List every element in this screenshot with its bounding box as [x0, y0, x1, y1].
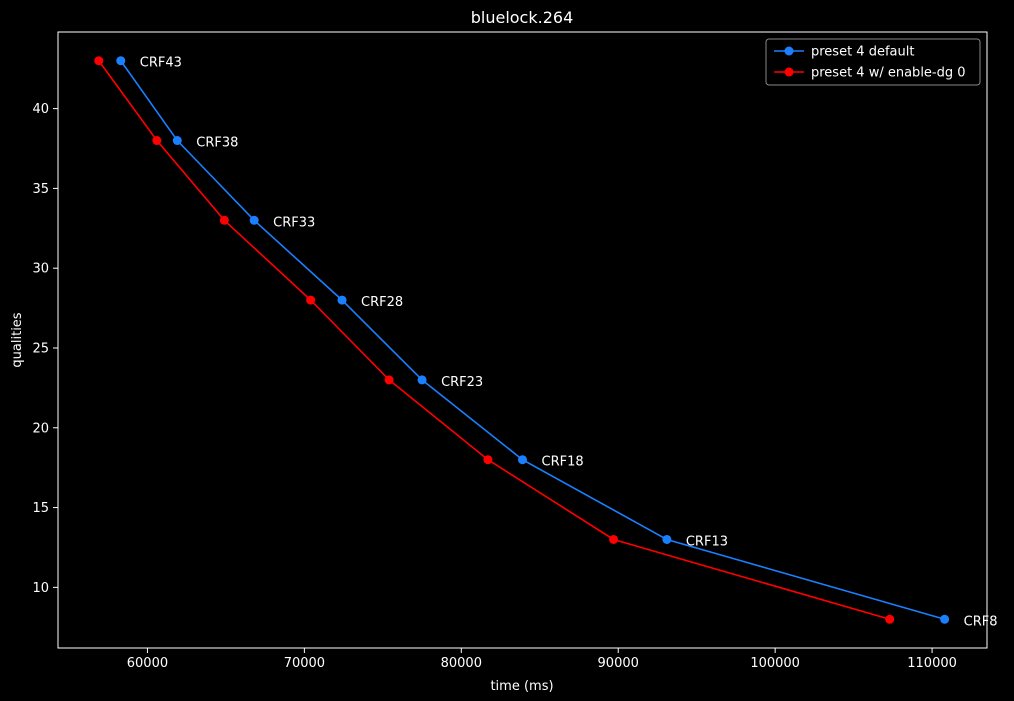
legend-marker — [784, 67, 794, 77]
crf-annotation: CRF38 — [196, 136, 238, 151]
x-tick-label: 90000 — [598, 656, 639, 671]
series-2-point — [885, 614, 895, 624]
series-1-point — [417, 375, 427, 385]
series-2-point — [94, 56, 104, 66]
legend-marker — [784, 46, 794, 56]
series-2-point — [306, 295, 316, 305]
y-axis-label: qualities — [10, 312, 25, 367]
crf-annotation: CRF8 — [964, 614, 998, 629]
series-1-point — [172, 136, 182, 146]
crf-annotation: CRF23 — [441, 375, 483, 390]
series-line-1 — [120, 60, 945, 621]
series-1-point — [518, 455, 527, 465]
legend-box — [765, 38, 981, 86]
crf-annotation: CRF18 — [542, 455, 584, 470]
series-1-point — [116, 56, 126, 66]
x-axis-label: time (ms) — [490, 679, 553, 694]
series-line-2 — [98, 60, 890, 621]
x-tick-label: 80000 — [441, 656, 482, 671]
y-tick-label: 35 — [32, 182, 49, 197]
crf-annotation: CRF33 — [273, 215, 315, 230]
chart-title: bluelock.264 — [471, 8, 574, 27]
y-tick-label: 10 — [32, 581, 49, 596]
x-tick-label: 100000 — [750, 656, 800, 671]
crf-annotation: CRF13 — [686, 534, 728, 549]
x-tick-label: 60000 — [127, 656, 168, 671]
series-2-point — [152, 136, 162, 146]
legend: preset 4 default preset 4 w/ enable-dg 0 — [765, 38, 981, 86]
x-tick-label: 70000 — [284, 656, 325, 671]
legend-entry-2: preset 4 w/ enable-dg 0 — [811, 66, 966, 81]
series-1-point — [940, 614, 950, 624]
crf-annotation: CRF43 — [140, 56, 182, 71]
y-tick-label: 20 — [32, 421, 49, 436]
series-2-point — [219, 215, 229, 225]
y-tick-label: 15 — [32, 501, 49, 516]
series-2-point — [609, 534, 619, 544]
legend-entry-1: preset 4 default — [811, 45, 914, 60]
series-1-point — [337, 295, 347, 305]
series-2-point — [384, 375, 394, 385]
y-tick-label: 40 — [32, 102, 49, 117]
x-tick-label: 110000 — [907, 656, 957, 671]
y-tick-label: 30 — [32, 262, 49, 277]
series-1-point — [662, 534, 672, 544]
series-2-point — [483, 455, 493, 465]
series-1-point — [249, 215, 259, 225]
plot-area: 60000 70000 80000 90000 100000 110000 10 15 20 25… — [32, 31, 998, 671]
plot-frame — [57, 31, 988, 649]
crf-annotation: CRF28 — [361, 295, 403, 310]
y-tick-label: 25 — [32, 341, 49, 356]
